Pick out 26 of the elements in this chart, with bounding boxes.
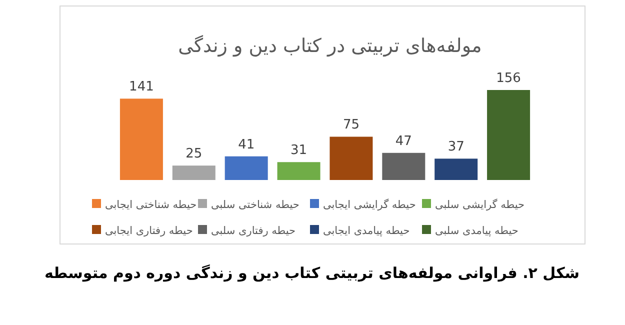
legend-label: حیطه پیامدی ایجابی [323, 225, 410, 237]
series: 31 [277, 143, 320, 180]
series: 141 [120, 80, 163, 180]
data-label: 141 [129, 80, 154, 95]
data-label: 156 [496, 71, 521, 86]
title: مولفه‌های تربیتی در کتاب دین و زندگی [178, 35, 482, 57]
series: 47 [382, 134, 426, 180]
data-label: 37 [448, 140, 464, 155]
data-label: 75 [342, 118, 360, 133]
legend-label: حیطه رفتاری ایجابی [105, 225, 193, 237]
series: 41 [224, 137, 268, 180]
legend-label: حیطه رفتاری سلبی [211, 225, 296, 237]
data-label: 47 [395, 134, 412, 149]
series: 37 [434, 140, 478, 180]
data-label: 41 [238, 137, 255, 152]
legend-label: حیطه گرایشی سلبی [435, 198, 525, 211]
legend-label: حیطه شناختی سلبی [211, 199, 300, 211]
data-label: 25 [186, 146, 202, 162]
legend-label: حیطه گرایشی ایجابی [323, 198, 416, 211]
text: شکل ۲. فراوانی مولفه‌های تربیتی کتاب دین و زندگی دوره دوم متوسطه [44, 264, 580, 282]
legend-label: حیطه پیامدی سلبی [435, 225, 518, 237]
series: 25 [172, 146, 216, 180]
data-label: 31 [290, 143, 308, 158]
legend-label: حیطه شناختی ایجابی [105, 199, 197, 211]
series: 156 [487, 71, 530, 180]
series: 75 [330, 118, 373, 180]
